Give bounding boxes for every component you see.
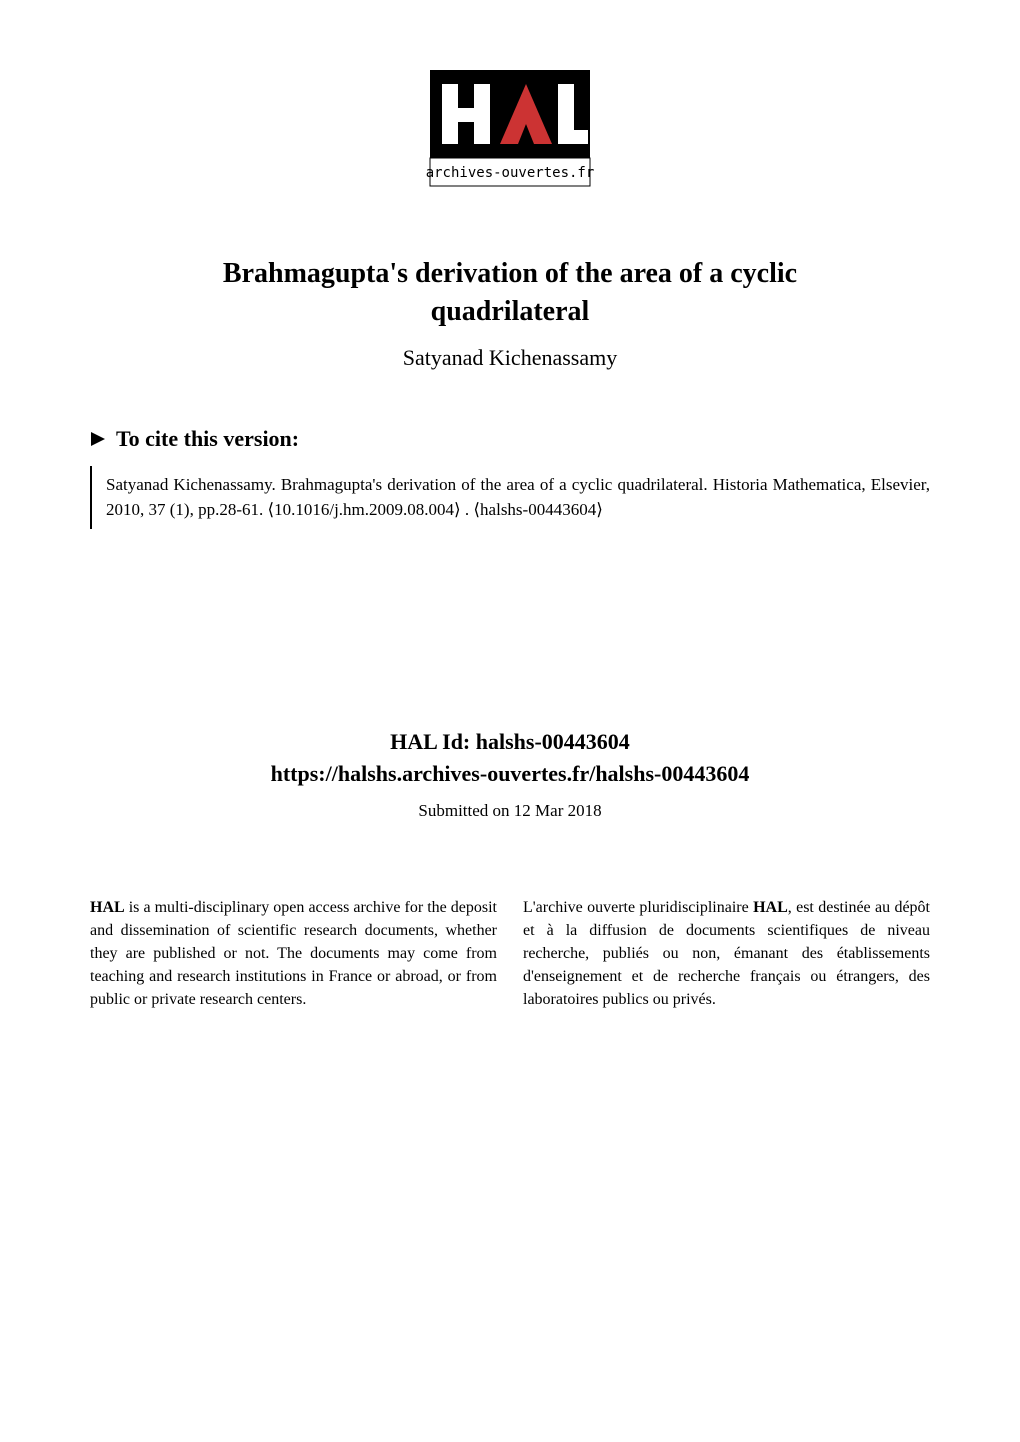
hal-id-label: HAL Id: <box>390 729 476 754</box>
hal-id-value: halshs-00443604 <box>476 729 630 754</box>
svg-text:archives-ouvertes.fr: archives-ouvertes.fr <box>426 165 595 181</box>
hal-url[interactable]: https://halshs.archives-ouvertes.fr/hals… <box>90 761 930 787</box>
title-line-2: quadrilateral <box>431 296 590 327</box>
citation-text: Satyanad Kichenassamy. Brahmagupta's der… <box>90 466 930 529</box>
author-name: Satyanad Kichenassamy <box>90 345 930 371</box>
cite-heading-row: To cite this version: <box>90 426 930 452</box>
hal-id-line: HAL Id: halshs-00443604 <box>90 729 930 755</box>
hal-bold-right: HAL <box>753 899 788 916</box>
paper-title: Brahmagupta's derivation of the area of … <box>90 255 930 331</box>
submitted-date: Submitted on 12 Mar 2018 <box>90 801 930 821</box>
description-left-text: is a multi-disciplinary open access arch… <box>90 899 497 1009</box>
description-left: HAL is a multi-disciplinary open access … <box>90 896 497 1012</box>
title-line-1: Brahmagupta's derivation of the area of … <box>223 258 797 289</box>
description-right: L'archive ouverte pluridisciplinaire HAL… <box>523 896 930 1012</box>
description-right-prefix: L'archive ouverte pluridisciplinaire <box>523 899 753 916</box>
hal-logo: archives-ouvertes.fr <box>90 70 930 205</box>
triangle-right-icon <box>90 431 106 447</box>
hal-bold-left: HAL <box>90 899 125 916</box>
description-columns: HAL is a multi-disciplinary open access … <box>90 896 930 1012</box>
cite-heading: To cite this version: <box>116 426 299 452</box>
hal-logo-svg: archives-ouvertes.fr <box>400 70 620 200</box>
